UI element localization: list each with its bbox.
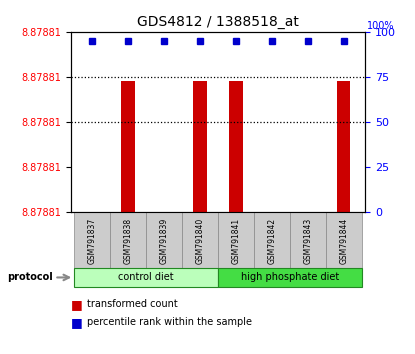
Text: GSM791838: GSM791838 [124,218,132,264]
Text: ■: ■ [71,316,82,329]
Bar [193,81,207,212]
Bar [182,212,218,268]
Text: GSM791843: GSM791843 [303,218,312,264]
Text: transformed count: transformed count [87,299,178,309]
Text: GSM791841: GSM791841 [231,218,240,264]
Text: GSM791837: GSM791837 [88,218,97,264]
Bar [218,212,254,268]
Text: protocol: protocol [7,273,53,282]
Text: ■: ■ [71,298,82,311]
Text: GSM791844: GSM791844 [339,218,348,264]
Bar [146,212,182,268]
Bar [337,81,350,212]
Title: GDS4812 / 1388518_at: GDS4812 / 1388518_at [137,16,299,29]
Text: high phosphate diet: high phosphate diet [241,273,339,282]
Text: percentile rank within the sample: percentile rank within the sample [87,317,252,327]
Bar [74,212,110,268]
Bar [74,268,218,287]
Text: GSM791839: GSM791839 [159,218,168,264]
Text: GSM791842: GSM791842 [267,218,276,264]
Bar [229,81,243,212]
Bar [326,212,361,268]
Text: GSM791840: GSM791840 [195,218,205,264]
Bar [121,81,135,212]
Bar [218,268,361,287]
Bar [290,212,326,268]
Text: 100%: 100% [367,21,394,31]
Bar [254,212,290,268]
Bar [110,212,146,268]
Text: control diet: control diet [118,273,174,282]
